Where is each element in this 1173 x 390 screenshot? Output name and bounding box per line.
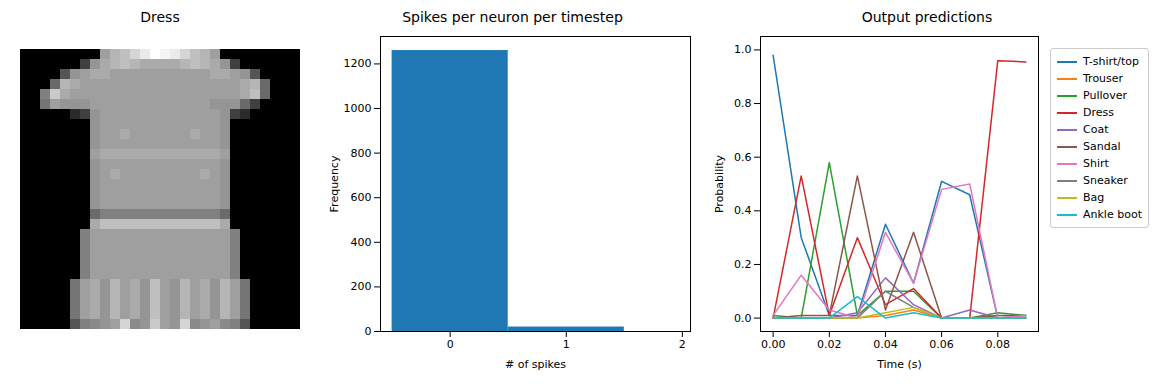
html-text:Output predictions: Output predictions xyxy=(861,9,993,25)
html-text:Trouser: Trouser xyxy=(1083,72,1124,85)
svg-text:0.0: 0.0 xyxy=(734,312,752,325)
svg-text:1200: 1200 xyxy=(344,57,372,70)
svg-text:0.8: 0.8 xyxy=(734,97,752,110)
html-text:Sandal: Sandal xyxy=(1083,140,1121,153)
svg-text:# of spikes: # of spikes xyxy=(505,358,566,371)
svg-text:600: 600 xyxy=(351,191,372,204)
svg-text:0.6: 0.6 xyxy=(734,151,752,164)
svg-text:0.2: 0.2 xyxy=(734,258,752,271)
html-text:T-shirt/top: T-shirt/top xyxy=(1083,55,1139,68)
html-text:Coat: Coat xyxy=(1083,123,1109,136)
html-text:Sneaker: Sneaker xyxy=(1083,174,1128,187)
html-text:Spikes per neuron per timestep: Spikes per neuron per timestep xyxy=(402,9,623,25)
svg-text:0.04: 0.04 xyxy=(873,338,898,351)
svg-text:1: 1 xyxy=(563,338,570,351)
svg-text:2: 2 xyxy=(679,338,686,351)
html-text:Shirt: Shirt xyxy=(1083,157,1109,170)
html-text:Bag: Bag xyxy=(1083,191,1105,204)
html-text:Dress: Dress xyxy=(140,9,180,25)
svg-text:0.08: 0.08 xyxy=(986,338,1011,351)
svg-text:0: 0 xyxy=(447,338,454,351)
svg-text:0.4: 0.4 xyxy=(734,204,752,217)
svg-text:0.00: 0.00 xyxy=(761,338,786,351)
html-text:Pullover: Pullover xyxy=(1083,89,1128,102)
svg-text:200: 200 xyxy=(351,280,372,293)
svg-text:Frequency: Frequency xyxy=(328,155,341,212)
html-text:Ankle boot: Ankle boot xyxy=(1083,208,1142,221)
svg-text:1.0: 1.0 xyxy=(734,43,752,56)
svg-text:0: 0 xyxy=(365,325,372,338)
svg-text:Probability: Probability xyxy=(713,154,726,213)
svg-text:800: 800 xyxy=(351,147,372,160)
svg-text:0.02: 0.02 xyxy=(817,338,842,351)
html-text:Dress: Dress xyxy=(1083,106,1114,119)
svg-text:1000: 1000 xyxy=(344,102,372,115)
svg-text:0.06: 0.06 xyxy=(929,338,954,351)
svg-text:Time (s): Time (s) xyxy=(876,358,922,371)
svg-text:400: 400 xyxy=(351,236,372,249)
